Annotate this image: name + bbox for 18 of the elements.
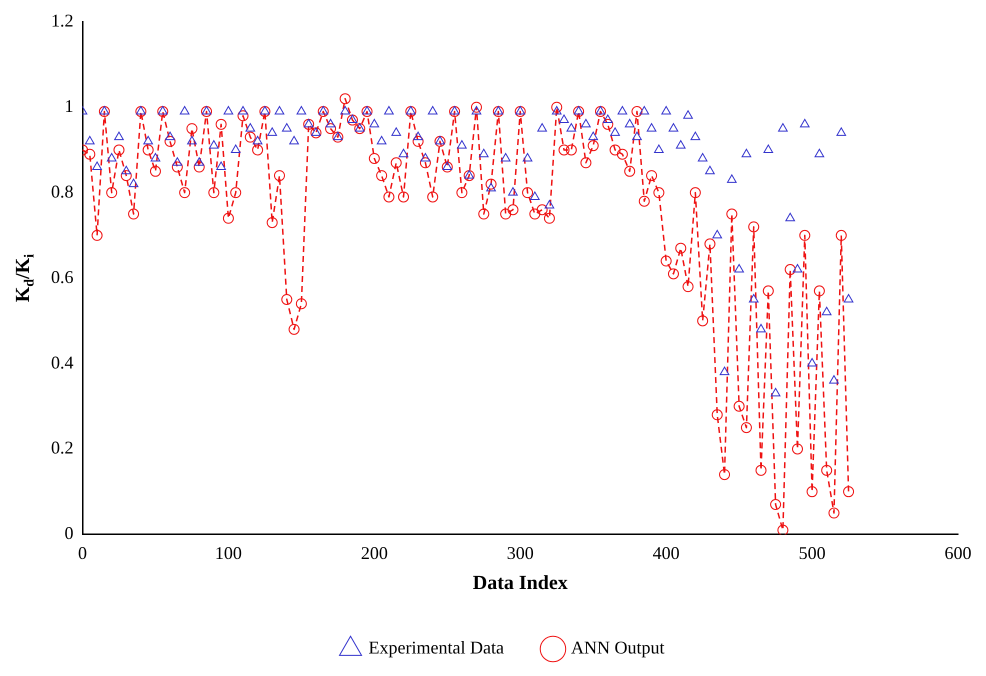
y-axis-title: Kd/Ki (12, 254, 38, 302)
x-tick-label: 100 (214, 542, 242, 563)
legend-label: ANN Output (570, 638, 664, 658)
y-tick-label: 1.2 (51, 10, 74, 31)
x-tick-label: 0 (78, 542, 87, 563)
x-tick-label: 200 (360, 542, 388, 563)
y-tick-label: 1 (64, 96, 74, 116)
y-tick-label: 0.8 (51, 181, 74, 202)
x-tick-label: 600 (944, 542, 972, 563)
x-tick-label: 300 (506, 542, 534, 563)
y-tick-label: 0.4 (51, 352, 74, 372)
y-tick-label: 0 (64, 523, 74, 544)
x-tick-label: 400 (652, 542, 680, 563)
y-tick-label: 0.2 (51, 438, 74, 458)
y-tick-label: 0.6 (51, 266, 74, 287)
legend-label: Experimental Data (368, 638, 504, 658)
x-axis-title: Data Index (472, 572, 568, 594)
x-tick-label: 500 (798, 542, 826, 563)
